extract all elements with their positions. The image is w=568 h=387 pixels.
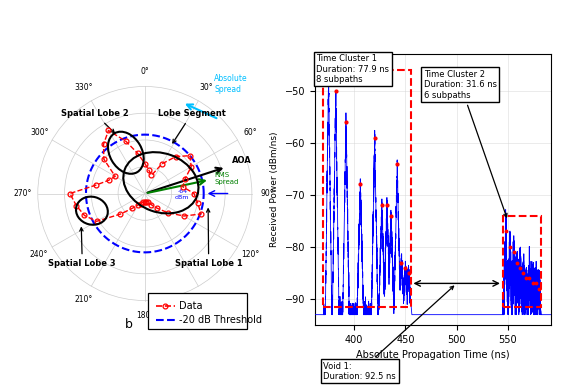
Text: 300°: 300°: [30, 128, 48, 137]
X-axis label: Absolute Propagation Time (ns): Absolute Propagation Time (ns): [356, 350, 510, 360]
Text: -64
dBm: -64 dBm: [175, 189, 190, 200]
FancyBboxPatch shape: [148, 293, 247, 329]
Text: 90°: 90°: [260, 189, 274, 198]
Text: -20 dB Threshold: -20 dB Threshold: [179, 315, 262, 325]
Text: Data: Data: [179, 301, 203, 311]
Text: 0°: 0°: [140, 67, 149, 76]
Text: 120°: 120°: [241, 250, 260, 259]
Text: Absolute
Spread: Absolute Spread: [215, 74, 248, 94]
Text: AOA: AOA: [232, 156, 252, 165]
Text: Time Cluster 1
Duration: 77.9 ns
8 subpaths: Time Cluster 1 Duration: 77.9 ns 8 subpa…: [316, 54, 389, 84]
Y-axis label: Received Power (dBm/ns): Received Power (dBm/ns): [270, 132, 279, 247]
Text: 150°: 150°: [197, 295, 215, 304]
Text: 30°: 30°: [199, 83, 212, 92]
Text: 180°: 180°: [136, 311, 154, 320]
Text: Lobe Segment: Lobe Segment: [158, 110, 225, 143]
Text: Time Cluster 2
Duration: 31.6 ns
6 subpaths: Time Cluster 2 Duration: 31.6 ns 6 subpa…: [424, 70, 507, 217]
Text: Spatial Lobe 3: Spatial Lobe 3: [48, 228, 116, 268]
Bar: [503, 216, 541, 307]
Text: Spatial Lobe 1: Spatial Lobe 1: [175, 209, 243, 268]
Text: 270°: 270°: [14, 189, 32, 198]
Text: Spatial Lobe 2: Spatial Lobe 2: [61, 110, 129, 133]
Text: 330°: 330°: [74, 83, 93, 92]
Bar: [323, 70, 411, 307]
Text: RMS
Spread: RMS Spread: [214, 172, 239, 185]
Text: 240°: 240°: [30, 250, 48, 259]
Text: 210°: 210°: [75, 295, 93, 304]
Text: b: b: [125, 318, 133, 330]
Text: Void 1:
Duration: 92.5 ns: Void 1: Duration: 92.5 ns: [323, 286, 454, 381]
Text: 60°: 60°: [244, 128, 257, 137]
